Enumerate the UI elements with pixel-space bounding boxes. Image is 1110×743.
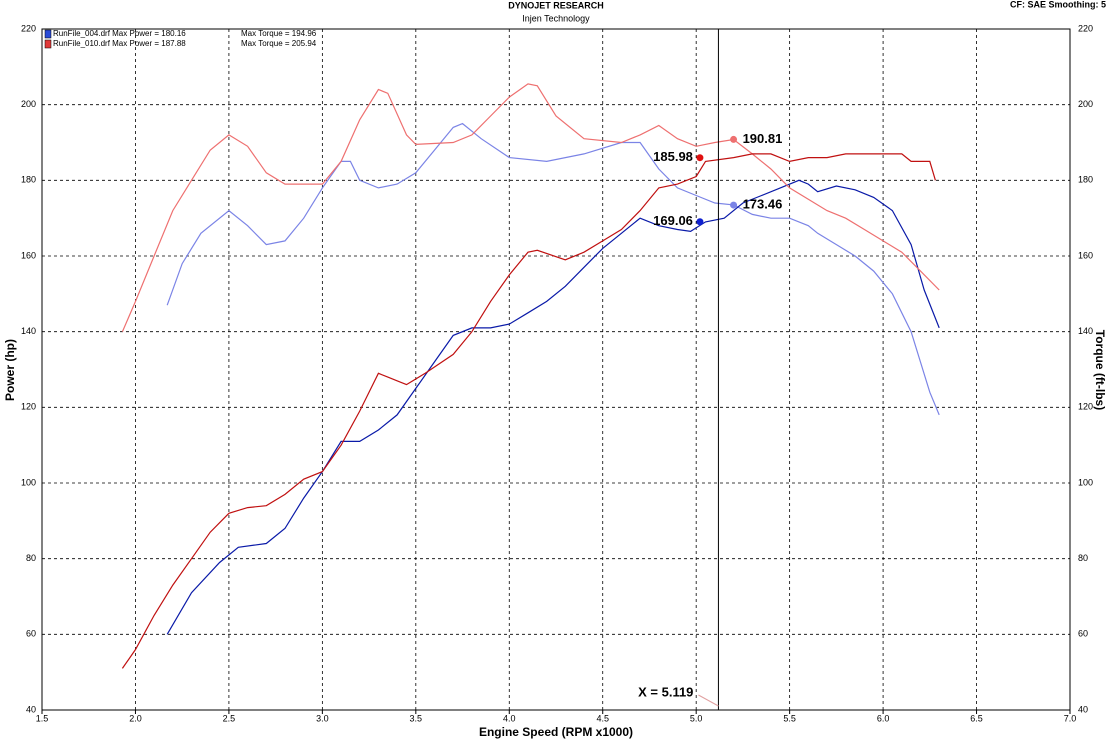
x-tick-label: 3.0 (316, 713, 329, 723)
cursor-label: X = 5.119 (638, 684, 693, 699)
y2-tick-label: 100 (1078, 477, 1093, 487)
x-tick-label: 5.5 (783, 713, 796, 723)
torque-line (121, 83, 940, 332)
y-tick-label: 60 (26, 629, 36, 639)
y2-tick-label: 80 (1078, 553, 1088, 563)
y-axis-label: Power (hp) (3, 339, 17, 401)
x-tick-label: 4.5 (596, 713, 609, 723)
x-tick-label: 1.5 (36, 713, 49, 723)
legend-torque: Max Torque = 205.94 (241, 39, 317, 48)
x-tick-label: 7.0 (1064, 713, 1077, 723)
y-tick-label: 80 (26, 553, 36, 563)
legend-power: RunFile_010.drf Max Power = 187.88 (53, 39, 186, 48)
y2-axis-label: Torque (ft-lbs) (1093, 330, 1107, 410)
chart-title: DYNOJET RESEARCH (508, 0, 604, 10)
cursor-marker (730, 135, 738, 143)
torque-line (166, 122, 940, 416)
y2-tick-label: 160 (1078, 250, 1093, 260)
x-tick-label: 2.0 (129, 713, 142, 723)
cursor-marker (730, 201, 738, 209)
legend-torque: Max Torque = 194.96 (241, 29, 317, 38)
legend-power: RunFile_004.drf Max Power = 180.16 (53, 29, 186, 38)
y2-tick-label: 180 (1078, 175, 1093, 185)
x-axis-label: Engine Speed (RPM x1000) (479, 725, 633, 739)
y2-tick-label: 120 (1078, 402, 1093, 412)
x-tick-label: 6.5 (970, 713, 983, 723)
legend-swatch (44, 29, 52, 39)
settings-text: CF: SAE Smoothing: 5 (1010, 0, 1106, 9)
cursor-pointer (698, 694, 719, 707)
power-line (121, 153, 936, 669)
y-tick-label: 200 (21, 99, 36, 109)
x-tick-label: 6.0 (877, 713, 890, 723)
cursor-value: 190.81 (743, 131, 783, 146)
y-tick-label: 100 (21, 477, 36, 487)
y-tick-label: 220 (21, 23, 36, 33)
cursor-marker (696, 154, 704, 162)
plot-border (41, 28, 1071, 711)
chart-subtitle: Injen Technology (522, 13, 590, 23)
cursor-value: 173.46 (743, 197, 783, 212)
cursor-marker (696, 218, 704, 226)
x-tick-label: 3.5 (410, 713, 423, 723)
y-tick-label: 40 (26, 704, 36, 714)
y2-tick-label: 200 (1078, 99, 1093, 109)
x-tick-label: 4.0 (503, 713, 516, 723)
y2-tick-label: 140 (1078, 326, 1093, 336)
x-tick-label: 2.5 (223, 713, 236, 723)
y-tick-label: 120 (21, 402, 36, 412)
y2-tick-label: 60 (1078, 629, 1088, 639)
y2-tick-label: 220 (1078, 23, 1093, 33)
cursor-value: 169.06 (653, 213, 693, 228)
legend-swatch (44, 39, 52, 49)
x-tick-label: 5.0 (690, 713, 703, 723)
y-tick-label: 140 (21, 326, 36, 336)
y-tick-label: 180 (21, 175, 36, 185)
cursor-value: 185.98 (653, 149, 693, 164)
y-tick-label: 160 (21, 250, 36, 260)
y2-tick-label: 40 (1078, 704, 1088, 714)
